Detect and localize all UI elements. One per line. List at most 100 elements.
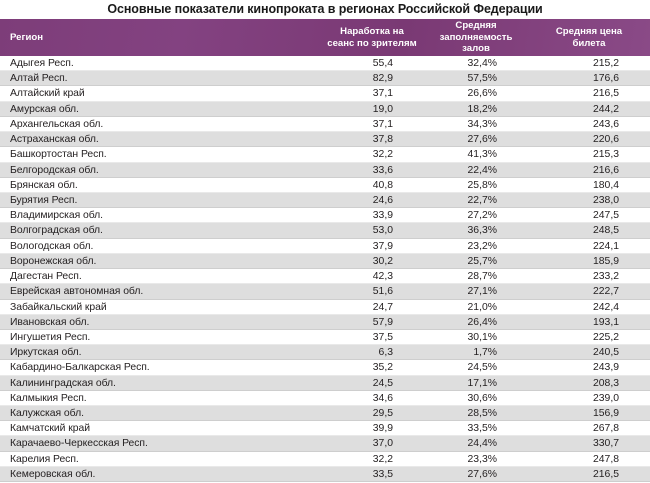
cell-v3: 247,5: [528, 208, 650, 223]
table-row[interactable]: Забайкальский край 24,7 21,0% 242,4: [0, 299, 650, 315]
cell-v2: 17,1%: [424, 376, 528, 391]
table-row[interactable]: Калужская обл. 29,5 28,5% 156,9: [0, 406, 650, 422]
cell-v2: 30,1%: [424, 330, 528, 345]
cell-region: Карелия Респ.: [0, 452, 320, 467]
table-row[interactable]: Камчатский край 39,9 33,5% 267,8: [0, 421, 650, 437]
table-row[interactable]: Амурская обл. 19,0 18,2% 244,2: [0, 101, 650, 117]
table-row[interactable]: Кемеровская обл. 33,5 27,6% 216,5: [0, 466, 650, 483]
cell-v1: 57,9: [320, 315, 424, 330]
cell-region: Калмыкия Респ.: [0, 391, 320, 406]
column-header-region-label: Регион: [10, 31, 44, 43]
cell-v3: 193,1: [528, 315, 650, 330]
column-header-average-ticket-price[interactable]: Средняя цена билета: [528, 19, 650, 56]
column-header-line-3: залов: [462, 43, 490, 55]
table-row[interactable]: Ингушетия Респ. 37,5 30,1% 225,2: [0, 329, 650, 346]
cell-v3: 225,2: [528, 330, 650, 345]
cell-region: Архангельская обл.: [0, 117, 320, 132]
cell-v3: 222,7: [528, 284, 650, 299]
cell-region: Ивановская обл.: [0, 315, 320, 330]
table-row[interactable]: Владимирская обл. 33,9 27,2% 247,5: [0, 208, 650, 224]
table-header-row: Регион Наработка на сеанс по зрителям Ср…: [0, 19, 650, 56]
cell-v1: 42,3: [320, 269, 424, 284]
table-row[interactable]: Еврейская автономная обл. 51,6 27,1% 222,7: [0, 284, 650, 300]
table-row[interactable]: Архангельская обл. 37,1 34,3% 243,6: [0, 116, 650, 133]
table-row[interactable]: Воронежская обл. 30,2 25,7% 185,9: [0, 253, 650, 270]
cell-v1: 37,9: [320, 239, 424, 254]
cell-v1: 37,0: [320, 436, 424, 451]
cell-v3: 242,4: [528, 300, 650, 315]
cell-v3: 243,6: [528, 117, 650, 132]
column-header-line-1: Средняя цена: [555, 25, 623, 37]
table-row[interactable]: Дагестан Респ. 42,3 28,7% 233,2: [0, 269, 650, 285]
cell-v1: 39,9: [320, 421, 424, 436]
table-row[interactable]: Бурятия Респ. 24,6 22,7% 238,0: [0, 192, 650, 209]
cell-v1: 24,6: [320, 193, 424, 208]
cell-v1: 33,9: [320, 208, 424, 223]
table-row[interactable]: Калмыкия Респ. 34,6 30,6% 239,0: [0, 390, 650, 407]
table-row[interactable]: Белгородская обл. 33,6 22,4% 216,6: [0, 162, 650, 178]
cell-region: Алтайский край: [0, 86, 320, 101]
cell-v2: 27,6%: [424, 132, 528, 147]
cell-v3: 224,1: [528, 239, 650, 254]
cell-v1: 33,5: [320, 467, 424, 482]
cell-v2: 28,7%: [424, 269, 528, 284]
table-row[interactable]: Кабардино-Балкарская Респ. 35,2 24,5% 243,9: [0, 360, 650, 376]
cell-v1: 19,0: [320, 102, 424, 117]
table-row[interactable]: Брянская обл. 40,8 25,8% 180,4: [0, 177, 650, 193]
cell-v1: 51,6: [320, 284, 424, 299]
cell-v3: 220,6: [528, 132, 650, 147]
cell-v1: 32,2: [320, 147, 424, 162]
column-header-line-2: сеанс по зрителям: [327, 37, 417, 49]
cell-v3: 216,6: [528, 163, 650, 178]
cell-v2: 36,3%: [424, 223, 528, 238]
table-row[interactable]: Ивановская обл. 57,9 26,4% 193,1: [0, 314, 650, 330]
cell-v2: 27,6%: [424, 467, 528, 482]
cell-v1: 30,2: [320, 254, 424, 269]
cell-region: Кабардино-Балкарская Респ.: [0, 360, 320, 375]
cell-v3: 240,5: [528, 345, 650, 360]
column-header-average-occupancy[interactable]: Средняя заполняемость залов: [424, 19, 528, 56]
cell-v1: 32,2: [320, 452, 424, 467]
cinema-indicators-table: Регион Наработка на сеанс по зрителям Ср…: [0, 19, 650, 483]
cell-v2: 18,2%: [424, 102, 528, 117]
cell-region: Воронежская обл.: [0, 254, 320, 269]
cell-v1: 37,8: [320, 132, 424, 147]
table-row[interactable]: Башкортостан Респ. 32,2 41,3% 215,3: [0, 147, 650, 163]
column-header-line-1: Наработка на: [340, 25, 404, 37]
cell-region: Камчатский край: [0, 421, 320, 436]
cell-region: Астраханская обл.: [0, 132, 320, 147]
table-row[interactable]: Иркутская обл. 6,3 1,7% 240,5: [0, 345, 650, 361]
table-row[interactable]: Волгоградская обл. 53,0 36,3% 248,5: [0, 223, 650, 239]
column-header-region[interactable]: Регион: [0, 19, 320, 56]
cell-region: Владимирская обл.: [0, 208, 320, 223]
cell-region: Забайкальский край: [0, 300, 320, 315]
column-header-attendance-per-session[interactable]: Наработка на сеанс по зрителям: [320, 19, 424, 56]
table-scroll-region[interactable]: Регион Наработка на сеанс по зрителям Ср…: [0, 19, 650, 483]
table-row[interactable]: Адыгея Респ. 55,4 32,4% 215,2: [0, 56, 650, 72]
table-row[interactable]: Калининградская обл. 24,5 17,1% 208,3: [0, 375, 650, 391]
cell-v1: 40,8: [320, 178, 424, 193]
cell-region: Калужская обл.: [0, 406, 320, 421]
table-row[interactable]: Карачаево-Черкесская Респ. 37,0 24,4% 330,7: [0, 436, 650, 452]
cell-v1: 53,0: [320, 223, 424, 238]
cell-v1: 34,6: [320, 391, 424, 406]
cell-v2: 23,2%: [424, 239, 528, 254]
table-row[interactable]: Вологодская обл. 37,9 23,2% 224,1: [0, 238, 650, 254]
cell-region: Брянская обл.: [0, 178, 320, 193]
cell-v3: 248,5: [528, 223, 650, 238]
table-row[interactable]: Алтай Респ. 82,9 57,5% 176,6: [0, 71, 650, 87]
cell-v1: 37,1: [320, 117, 424, 132]
cell-v3: 185,9: [528, 254, 650, 269]
cell-v3: 247,8: [528, 452, 650, 467]
cell-v2: 26,6%: [424, 86, 528, 101]
cell-v2: 32,4%: [424, 56, 528, 71]
cell-v3: 238,0: [528, 193, 650, 208]
table-row[interactable]: Карелия Респ. 32,2 23,3% 247,8: [0, 451, 650, 467]
table-row[interactable]: Астраханская обл. 37,8 27,6% 220,6: [0, 132, 650, 148]
cell-region: Калининградская обл.: [0, 376, 320, 391]
cell-v2: 25,7%: [424, 254, 528, 269]
cell-v2: 21,0%: [424, 300, 528, 315]
cell-v2: 28,5%: [424, 406, 528, 421]
table-row[interactable]: Алтайский край 37,1 26,6% 216,5: [0, 86, 650, 102]
